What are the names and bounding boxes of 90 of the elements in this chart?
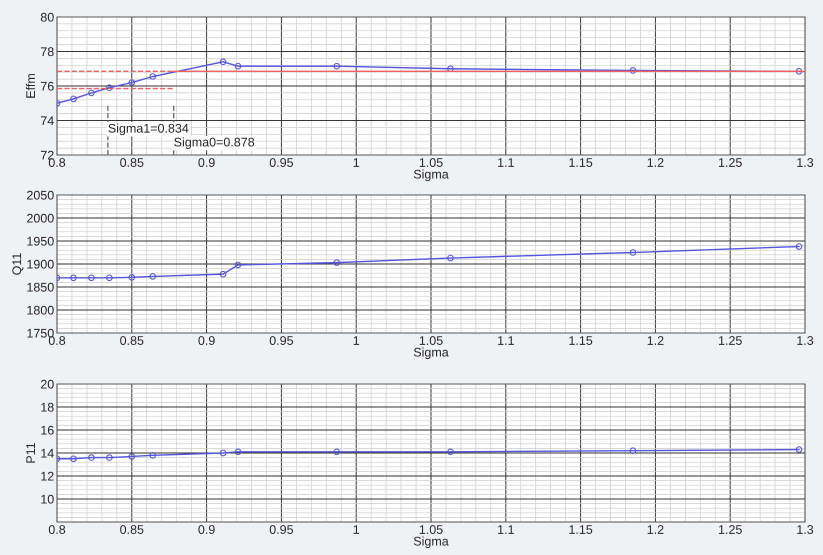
point bbox=[128, 274, 136, 281]
x-tick-label: 0.8 bbox=[48, 336, 66, 345]
y-tick-label: 78 bbox=[40, 47, 54, 56]
point bbox=[234, 62, 242, 70]
point bbox=[88, 90, 95, 96]
point bbox=[88, 454, 95, 461]
y-axis-title: Q11 bbox=[12, 253, 24, 275]
x-tick-label: 1.1 bbox=[498, 336, 514, 345]
x-tick-label: 1.15 bbox=[569, 336, 592, 345]
y-tick-label: 20 bbox=[40, 380, 54, 389]
point bbox=[70, 96, 77, 102]
x-tick-label: 1.15 bbox=[569, 158, 592, 167]
y-tick-label: 1850 bbox=[27, 282, 54, 292]
x-tick-label: 1 bbox=[354, 336, 360, 345]
y-tick-label: 16 bbox=[41, 426, 54, 435]
x-tick-label: 0.8 bbox=[48, 158, 66, 167]
x-tick-label: 1.25 bbox=[718, 158, 742, 167]
point bbox=[796, 243, 802, 250]
point bbox=[106, 84, 113, 92]
x-tick-label: 0.95 bbox=[270, 525, 294, 534]
x-tick-label: 1.2 bbox=[648, 158, 664, 167]
x-axis-title: Sigma bbox=[414, 169, 449, 182]
y-tick-label: 76 bbox=[40, 82, 54, 91]
y-tick-label: 2000 bbox=[27, 214, 54, 223]
y-tick-label: 1900 bbox=[27, 260, 54, 269]
x-tick-label: 1 bbox=[354, 525, 360, 534]
point bbox=[630, 447, 636, 454]
x-tick-label: 1.05 bbox=[420, 336, 443, 345]
point bbox=[796, 446, 802, 453]
point bbox=[796, 68, 802, 75]
y-axis-title: Effm bbox=[26, 74, 35, 98]
point bbox=[333, 259, 340, 266]
x-tick-label: 0.95 bbox=[270, 158, 294, 167]
point bbox=[333, 62, 340, 70]
x-axis-title: Sigma bbox=[414, 536, 449, 548]
x-tick-label: 1.05 bbox=[420, 158, 443, 167]
y-tick-label: 2050 bbox=[27, 190, 54, 200]
x-tick-label: 0.85 bbox=[120, 158, 144, 167]
x-tick-label: 1.05 bbox=[420, 525, 443, 534]
x-tick-label: 1.3 bbox=[797, 336, 814, 345]
x-tick-label: 1.15 bbox=[569, 525, 592, 534]
point bbox=[70, 455, 77, 462]
point bbox=[447, 254, 454, 262]
point bbox=[149, 452, 156, 459]
point bbox=[630, 67, 636, 74]
x-tick-label: 0.8 bbox=[48, 525, 66, 534]
annotation: Sigma0=0.878 bbox=[174, 137, 254, 149]
point bbox=[220, 58, 226, 66]
point bbox=[88, 274, 95, 282]
point bbox=[447, 448, 454, 456]
point bbox=[234, 262, 242, 268]
point bbox=[70, 274, 77, 282]
x-tick-label: 0.85 bbox=[120, 336, 144, 345]
point bbox=[128, 79, 136, 86]
annotation: Sigma1=0.834 bbox=[108, 124, 188, 136]
y-tick-label: 80 bbox=[40, 12, 54, 22]
x-tick-label: 0.9 bbox=[198, 158, 215, 167]
point bbox=[106, 454, 113, 461]
x-tick-label: 0.95 bbox=[270, 336, 294, 345]
point bbox=[630, 249, 636, 256]
y-tick-label: 18 bbox=[41, 402, 54, 412]
y-tick-label: 12 bbox=[41, 472, 54, 481]
y-tick-label: 14 bbox=[41, 448, 54, 458]
x-tick-label: 1 bbox=[354, 158, 360, 167]
x-tick-label: 1.1 bbox=[498, 158, 514, 167]
x-tick-label: 1.1 bbox=[498, 525, 514, 534]
y-tick-label: 10 bbox=[41, 494, 54, 504]
x-tick-label: 0.9 bbox=[198, 336, 215, 345]
point bbox=[333, 448, 340, 456]
x-tick-label: 1.2 bbox=[648, 525, 664, 534]
point bbox=[128, 453, 136, 460]
x-axis-title: Sigma bbox=[414, 347, 449, 360]
point bbox=[220, 450, 226, 456]
x-tick-label: 1.2 bbox=[648, 336, 664, 345]
x-tick-label: 0.85 bbox=[120, 525, 144, 534]
x-tick-label: 1.3 bbox=[797, 158, 814, 167]
x-tick-label: 0.9 bbox=[198, 525, 215, 534]
point bbox=[149, 73, 156, 80]
point bbox=[106, 274, 113, 282]
x-tick-label: 1.25 bbox=[718, 336, 742, 345]
point bbox=[220, 270, 226, 278]
y-tick-label: 1800 bbox=[27, 306, 54, 315]
x-tick-label: 1.25 bbox=[718, 525, 742, 534]
point bbox=[149, 273, 156, 280]
y-tick-label: 1950 bbox=[27, 236, 54, 246]
x-tick-label: 1.3 bbox=[797, 525, 814, 534]
y-axis-title: P11 bbox=[26, 442, 35, 463]
y-tick-label: 1750 bbox=[27, 328, 54, 338]
y-tick-label: 74 bbox=[40, 116, 54, 126]
point bbox=[234, 448, 242, 456]
